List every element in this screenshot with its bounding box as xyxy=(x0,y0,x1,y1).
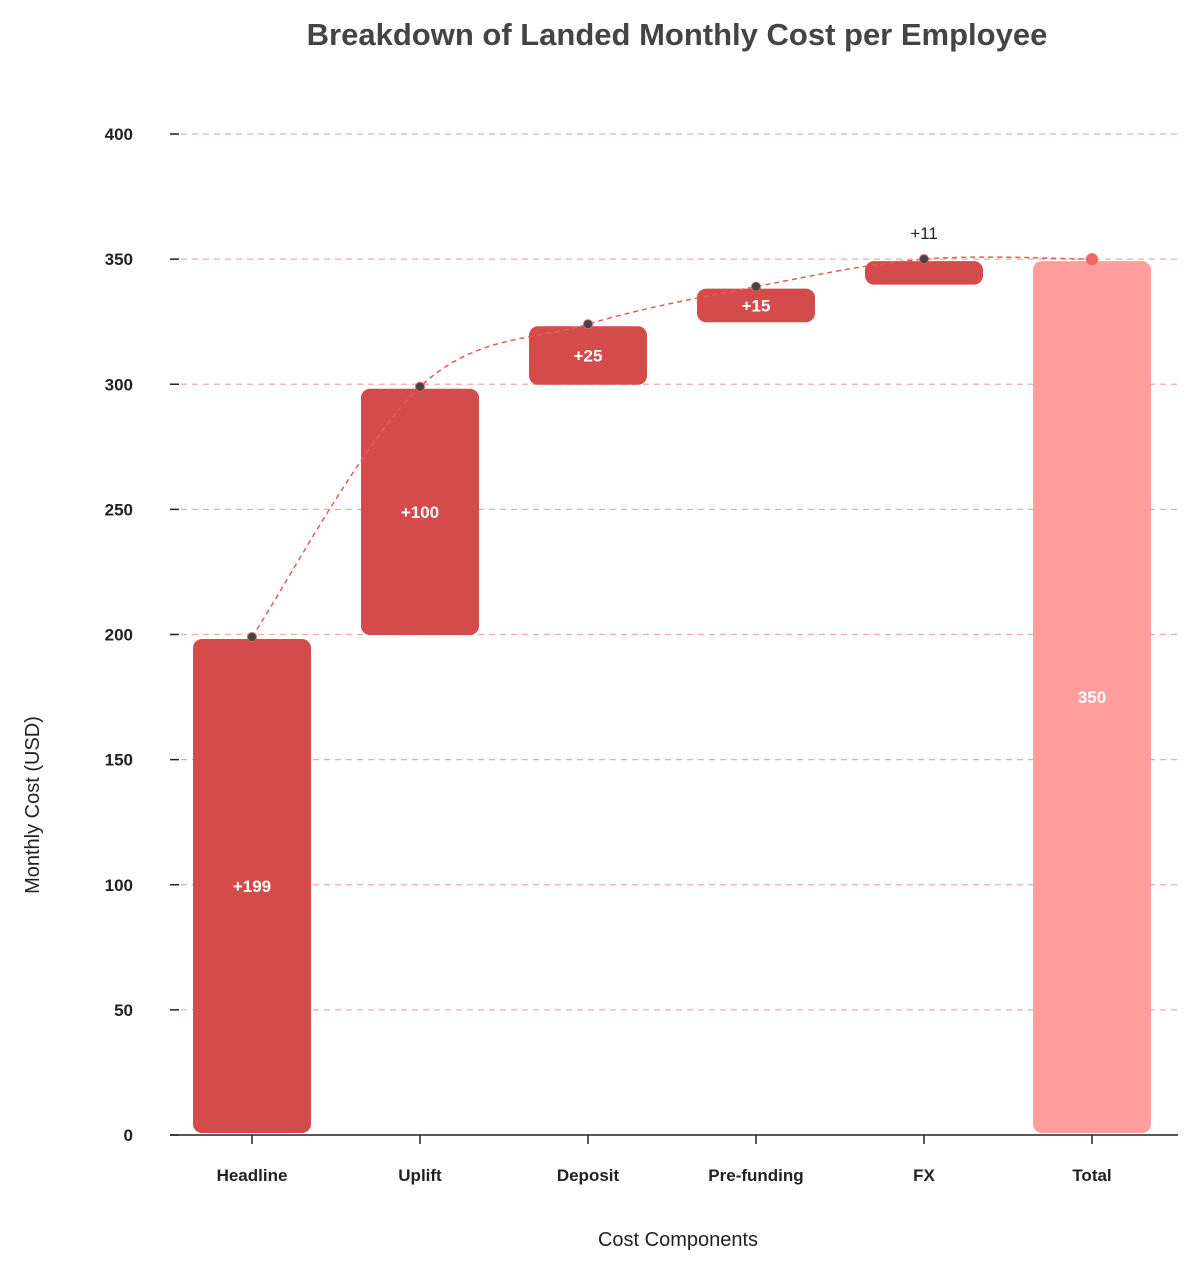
bar-value-label: +199 xyxy=(233,877,271,896)
bar-pre-funding: +15 xyxy=(697,288,815,323)
y-tick-label: 0 xyxy=(124,1126,133,1145)
x-axis: Headline Uplift Deposit Pre-funding FX Total xyxy=(170,1134,1178,1185)
y-tick-label: 300 xyxy=(105,375,133,394)
bar-uplift: +100 xyxy=(361,388,479,636)
y-tick-label: 100 xyxy=(105,876,133,895)
y-tick-label: 400 xyxy=(105,125,133,144)
trend-marker xyxy=(415,381,425,392)
y-tick-label: 250 xyxy=(105,500,133,519)
trend-marker xyxy=(1086,253,1098,266)
bar-rect xyxy=(361,388,479,636)
bar-value-label: +100 xyxy=(401,503,439,522)
bars: +199 +100 +25 +15 +11 350 xyxy=(193,224,1151,1133)
x-tick-label: Headline xyxy=(217,1166,288,1185)
y-tick-label: 50 xyxy=(114,1001,133,1020)
bar-headline: +199 xyxy=(193,639,311,1133)
bar-rect xyxy=(1033,261,1151,1133)
bar-value-label: 350 xyxy=(1078,688,1106,707)
trend-marker xyxy=(247,632,257,643)
chart-title: Breakdown of Landed Monthly Cost per Emp… xyxy=(307,17,1048,52)
x-tick-label: FX xyxy=(913,1166,935,1185)
gridlines xyxy=(170,133,1178,1011)
cumulative-trend-line xyxy=(247,253,1098,643)
trend-marker xyxy=(583,319,593,330)
trend-marker xyxy=(919,254,929,265)
y-tick-label: 200 xyxy=(105,626,133,645)
trend-marker xyxy=(751,281,761,292)
bar-rect xyxy=(193,639,311,1133)
y-tick-label: 150 xyxy=(105,751,133,770)
bar-rect xyxy=(529,326,647,385)
bar-value-label: +25 xyxy=(574,346,603,365)
y-axis: 0 50 100 150 200 250 300 350 400 xyxy=(105,125,179,1145)
x-tick-label: Deposit xyxy=(557,1166,620,1185)
y-axis-label: Monthly Cost (USD) xyxy=(22,716,44,894)
y-tick-label: 350 xyxy=(105,250,133,269)
x-axis-label: Cost Components xyxy=(598,1229,758,1251)
bar-fx: +11 xyxy=(865,224,983,285)
bar-value-label: +11 xyxy=(910,224,938,243)
bar-rect xyxy=(865,261,983,285)
bar-deposit: +25 xyxy=(529,326,647,385)
x-tick-label: Uplift xyxy=(398,1166,442,1185)
bar-total: 350 xyxy=(1033,261,1151,1133)
x-tick-label: Pre-funding xyxy=(708,1166,803,1185)
bar-value-label: +15 xyxy=(742,296,771,315)
x-tick-label: Total xyxy=(1072,1166,1111,1185)
bar-rect xyxy=(697,288,815,323)
